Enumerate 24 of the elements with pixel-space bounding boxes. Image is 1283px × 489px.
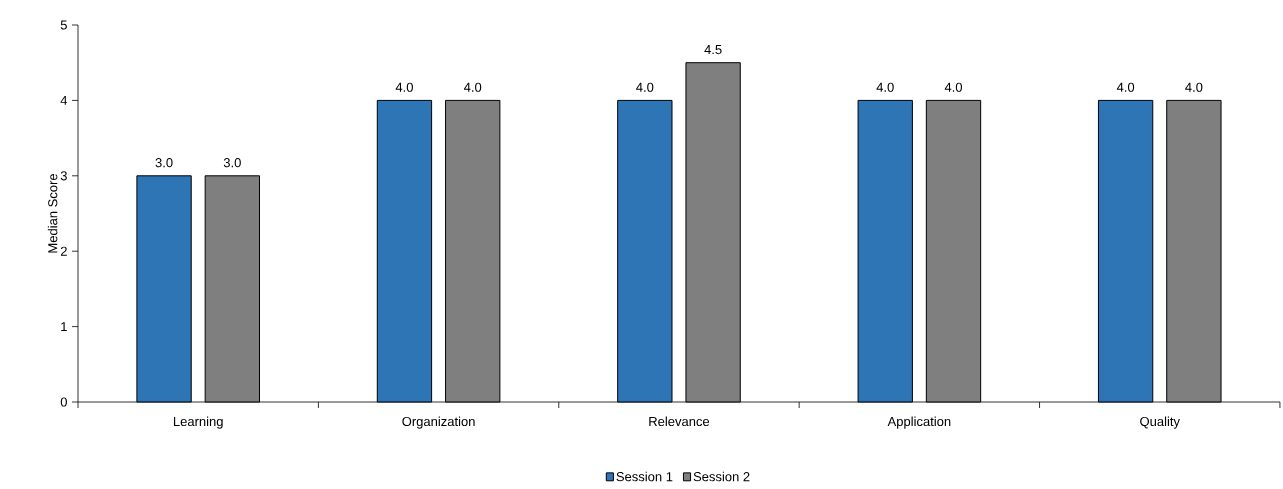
- y-tick-label: 5: [60, 20, 67, 30]
- data-label: 4.0: [463, 82, 482, 92]
- data-label: 3.0: [155, 158, 173, 168]
- y-tick-label: 0: [60, 397, 67, 407]
- data-label: 4.0: [1185, 82, 1203, 92]
- x-tick-label: Relevance: [649, 416, 710, 427]
- data-label: 4.0: [395, 82, 413, 92]
- y-tick-label: 1: [61, 322, 67, 332]
- legend-label: Session 2: [693, 471, 750, 482]
- x-tick-label: Learning: [173, 416, 223, 429]
- y-tick-label: 2: [60, 246, 67, 256]
- data-label: 4.0: [876, 82, 894, 92]
- y-tick-label: 3: [60, 171, 67, 181]
- data-label: 3.0: [223, 158, 241, 168]
- data-label: 4.5: [704, 45, 722, 55]
- data-label: 4.0: [944, 82, 963, 92]
- x-tick-label: Application: [887, 416, 951, 429]
- y-tick-label: 4: [60, 95, 68, 105]
- y-axis-title: Median Score: [47, 173, 58, 253]
- x-tick-label: Organization: [402, 416, 475, 429]
- data-label: 4.0: [636, 82, 654, 92]
- legend-label: Session 1: [616, 471, 673, 482]
- data-label: 4.0: [1116, 82, 1135, 92]
- x-tick-label: Quality: [1140, 416, 1180, 429]
